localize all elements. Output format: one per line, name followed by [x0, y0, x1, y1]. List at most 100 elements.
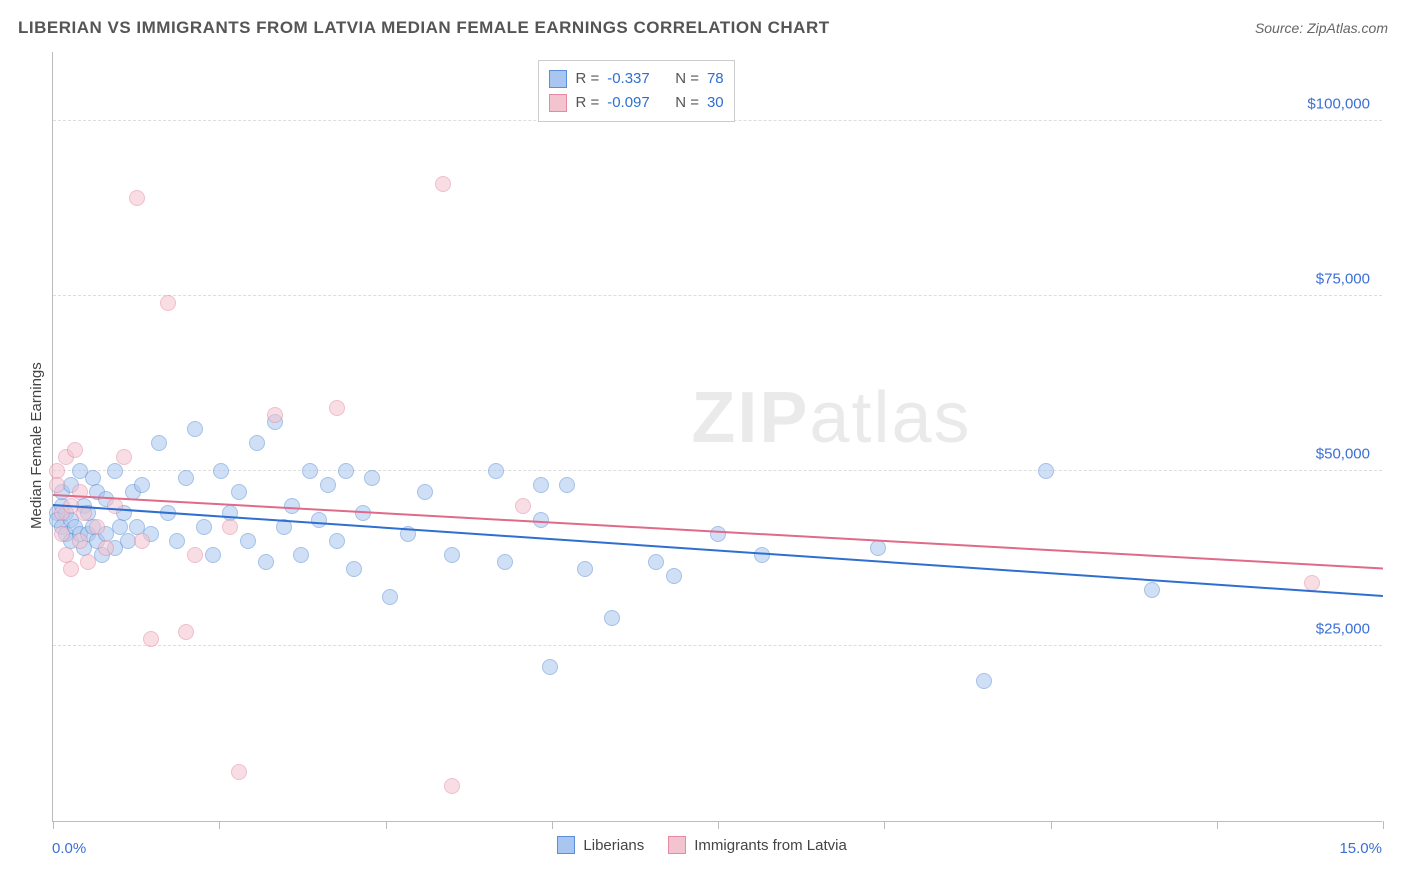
x-tick: [1383, 821, 1384, 829]
data-point: [515, 498, 531, 514]
n-value: 30: [707, 91, 724, 115]
r-value: -0.097: [607, 91, 667, 115]
chart-header: LIBERIAN VS IMMIGRANTS FROM LATVIA MEDIA…: [18, 18, 1388, 38]
data-point: [444, 547, 460, 563]
x-tick: [718, 821, 719, 829]
data-point: [382, 589, 398, 605]
data-point: [169, 533, 185, 549]
trend-line: [53, 494, 1383, 569]
data-point: [329, 400, 345, 416]
scatter-plot-area: $25,000 $50,000 $75,000 $100,000 ZIPatlas R =…: [52, 52, 1382, 822]
r-value: -0.337: [607, 67, 667, 91]
trend-line: [53, 504, 1383, 597]
data-point: [338, 463, 354, 479]
data-point: [320, 477, 336, 493]
data-point: [258, 554, 274, 570]
data-point: [293, 547, 309, 563]
data-point: [435, 176, 451, 192]
x-tick: [1217, 821, 1218, 829]
n-value: 78: [707, 67, 724, 91]
data-point: [249, 435, 265, 451]
data-point: [444, 778, 460, 794]
x-tick: [552, 821, 553, 829]
n-label: N =: [675, 67, 699, 91]
data-point: [49, 477, 65, 493]
data-point: [870, 540, 886, 556]
data-point: [134, 477, 150, 493]
data-point: [231, 484, 247, 500]
data-point: [604, 610, 620, 626]
data-point: [187, 421, 203, 437]
n-label: N =: [675, 91, 699, 115]
correlation-legend-row: R = -0.097 N = 30: [549, 91, 723, 115]
data-point: [240, 533, 256, 549]
legend-swatch: [668, 836, 686, 854]
source-prefix: Source:: [1255, 20, 1307, 36]
data-point: [129, 190, 145, 206]
data-point: [89, 519, 105, 535]
data-point: [187, 547, 203, 563]
x-tick-label: 0.0%: [52, 840, 86, 857]
data-point: [67, 442, 83, 458]
data-point: [542, 659, 558, 675]
data-point: [346, 561, 362, 577]
legend-label: Liberians: [583, 837, 644, 854]
data-point: [329, 533, 345, 549]
y-tick-label: $25,000: [1316, 621, 1370, 638]
y-tick-label: $100,000: [1307, 96, 1370, 113]
data-point: [488, 463, 504, 479]
legend-item: Liberians: [557, 836, 644, 854]
x-tick: [386, 821, 387, 829]
data-point: [1038, 463, 1054, 479]
data-point: [577, 561, 593, 577]
y-tick-label: $75,000: [1316, 271, 1370, 288]
data-point: [417, 484, 433, 500]
data-point: [533, 477, 549, 493]
correlation-legend-row: R =-0.337N =78: [549, 67, 723, 91]
legend-item: Immigrants from Latvia: [668, 836, 847, 854]
data-point: [107, 463, 123, 479]
data-point: [178, 470, 194, 486]
data-point: [54, 526, 70, 542]
data-point: [559, 477, 575, 493]
data-point: [231, 764, 247, 780]
data-point: [1144, 582, 1160, 598]
data-point: [116, 449, 132, 465]
data-point: [710, 526, 726, 542]
data-point: [302, 463, 318, 479]
data-point: [178, 624, 194, 640]
legend-swatch: [557, 836, 575, 854]
data-point: [63, 561, 79, 577]
x-tick: [53, 821, 54, 829]
data-point: [648, 554, 664, 570]
data-point: [98, 540, 114, 556]
data-point: [151, 435, 167, 451]
legend-swatch: [549, 70, 567, 88]
data-point: [497, 554, 513, 570]
x-tick: [884, 821, 885, 829]
source-attribution: Source: ZipAtlas.com: [1255, 20, 1388, 36]
watermark: ZIPatlas: [691, 377, 971, 459]
data-point: [222, 519, 238, 535]
y-tick-label: $50,000: [1316, 446, 1370, 463]
source-name: ZipAtlas.com: [1307, 20, 1388, 36]
data-point: [976, 673, 992, 689]
r-label: R =: [575, 91, 599, 115]
gridline: [53, 470, 1382, 471]
data-point: [311, 512, 327, 528]
data-point: [666, 568, 682, 584]
data-point: [205, 547, 221, 563]
correlation-legend: R = -0.337 N = 78R = -0.097 N = 30: [538, 60, 734, 122]
data-point: [196, 519, 212, 535]
data-point: [754, 547, 770, 563]
legend-bottom: Liberians Immigrants from Latvia: [557, 836, 846, 854]
gridline: [53, 295, 1382, 296]
data-point: [143, 631, 159, 647]
data-point: [1304, 575, 1320, 591]
legend-swatch: [549, 94, 567, 112]
data-point: [213, 463, 229, 479]
legend-label: Immigrants from Latvia: [694, 837, 847, 854]
x-tick-label: 15.0%: [1339, 840, 1382, 857]
data-point: [364, 470, 380, 486]
y-axis-label: Median Female Earnings: [28, 363, 45, 530]
